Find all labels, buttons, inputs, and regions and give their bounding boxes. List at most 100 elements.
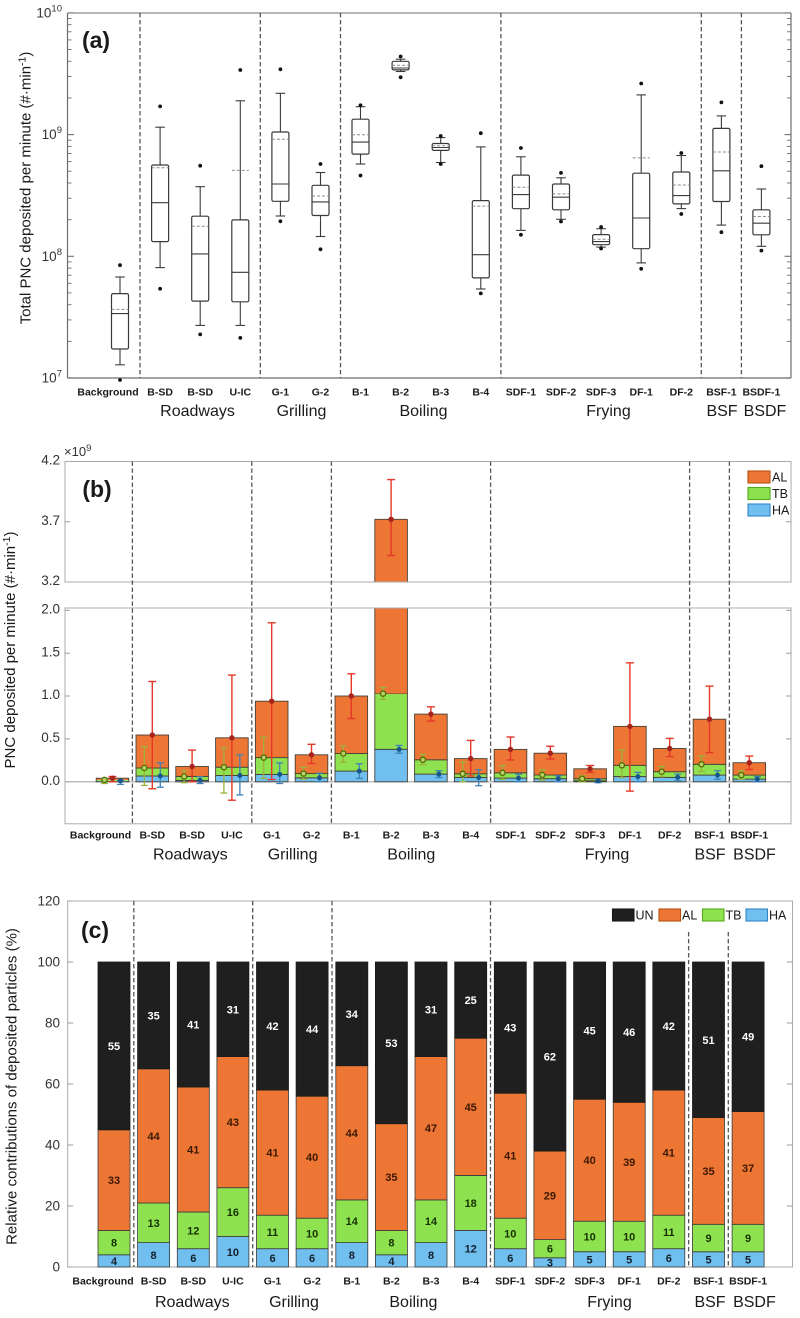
svg-text:Frying: Frying	[585, 847, 629, 864]
svg-text:BSF: BSF	[706, 403, 737, 420]
svg-text:31: 31	[227, 1004, 239, 1016]
svg-text:TB: TB	[726, 909, 742, 923]
svg-text:80: 80	[45, 1016, 60, 1031]
svg-text:UN: UN	[636, 909, 654, 923]
svg-text:25: 25	[465, 995, 477, 1007]
svg-text:AL: AL	[682, 909, 697, 923]
svg-text:20: 20	[45, 1199, 60, 1214]
svg-text:Roadways: Roadways	[160, 403, 235, 420]
svg-text:BSF: BSF	[694, 847, 725, 864]
svg-text:Boiling: Boiling	[387, 847, 435, 864]
svg-text:B-1: B-1	[352, 387, 369, 399]
svg-text:U-IC: U-IC	[222, 1276, 244, 1288]
svg-text:6: 6	[309, 1253, 315, 1265]
svg-text:B-2: B-2	[383, 1276, 400, 1288]
svg-text:29: 29	[544, 1190, 556, 1202]
svg-text:Boiling: Boiling	[399, 403, 447, 420]
svg-text:40: 40	[306, 1152, 318, 1164]
svg-text:SDF-3: SDF-3	[575, 830, 605, 842]
svg-text:44: 44	[346, 1128, 359, 1140]
svg-text:0.5: 0.5	[41, 730, 60, 745]
svg-text:DF-1: DF-1	[630, 387, 653, 399]
svg-text:Roadways: Roadways	[153, 847, 228, 864]
svg-text:51: 51	[702, 1035, 714, 1047]
svg-text:Frying: Frying	[587, 1294, 631, 1311]
svg-text:DF-2: DF-2	[657, 1276, 680, 1288]
svg-text:10: 10	[504, 1229, 516, 1241]
svg-text:B-SD: B-SD	[141, 1276, 167, 1288]
svg-text:40: 40	[583, 1155, 595, 1167]
svg-text:10: 10	[583, 1232, 595, 1244]
svg-text:8: 8	[151, 1250, 157, 1262]
svg-text:Frying: Frying	[586, 403, 630, 420]
svg-text:35: 35	[385, 1172, 397, 1184]
svg-text:B-3: B-3	[422, 830, 439, 842]
svg-text:G-2: G-2	[312, 387, 330, 399]
svg-text:G-1: G-1	[263, 830, 281, 842]
svg-text:1010: 1010	[36, 3, 62, 20]
svg-text:4.2: 4.2	[41, 453, 60, 468]
svg-text:SDF-1: SDF-1	[495, 830, 525, 842]
svg-text:BSDF-1: BSDF-1	[729, 1276, 767, 1288]
svg-text:Background: Background	[77, 387, 138, 399]
svg-text:13: 13	[147, 1218, 159, 1230]
svg-text:×109: ×109	[64, 443, 91, 459]
svg-text:DF-2: DF-2	[658, 830, 681, 842]
svg-text:AL: AL	[772, 471, 787, 485]
svg-text:6: 6	[666, 1253, 672, 1265]
svg-text:42: 42	[266, 1021, 278, 1033]
svg-text:SDF-2: SDF-2	[546, 387, 576, 399]
svg-text:Relative contributions of depo: Relative contributions of deposited part…	[4, 928, 21, 1245]
svg-text:2.0: 2.0	[41, 602, 60, 617]
svg-text:31: 31	[425, 1004, 437, 1016]
svg-text:6: 6	[269, 1253, 275, 1265]
svg-text:44: 44	[147, 1131, 160, 1143]
svg-text:B-4: B-4	[462, 830, 479, 842]
svg-text:41: 41	[187, 1020, 199, 1032]
svg-text:6: 6	[507, 1253, 513, 1265]
svg-text:B-SD: B-SD	[179, 830, 205, 842]
svg-text:G-2: G-2	[303, 1276, 321, 1288]
svg-text:BSF: BSF	[694, 1294, 725, 1311]
svg-text:33: 33	[108, 1175, 120, 1187]
svg-text:0.0: 0.0	[41, 773, 60, 788]
svg-text:8: 8	[428, 1250, 434, 1262]
svg-text:8: 8	[388, 1238, 394, 1250]
svg-text:B-2: B-2	[392, 387, 409, 399]
svg-text:41: 41	[187, 1145, 199, 1157]
svg-text:3: 3	[547, 1257, 553, 1269]
svg-text:41: 41	[663, 1148, 675, 1160]
svg-text:Background: Background	[72, 1276, 133, 1288]
svg-text:SDF-3: SDF-3	[586, 387, 616, 399]
svg-text:B-1: B-1	[343, 830, 360, 842]
svg-text:DF-1: DF-1	[618, 1276, 641, 1288]
svg-text:(b): (b)	[82, 476, 111, 502]
svg-text:SDF-3: SDF-3	[574, 1276, 604, 1288]
svg-text:14: 14	[425, 1216, 438, 1228]
svg-text:35: 35	[702, 1166, 714, 1178]
svg-text:3.2: 3.2	[41, 573, 60, 588]
svg-text:35: 35	[147, 1010, 159, 1022]
svg-text:53: 53	[385, 1038, 397, 1050]
svg-text:BSDF: BSDF	[744, 403, 787, 420]
svg-text:B-3: B-3	[432, 387, 449, 399]
svg-text:11: 11	[267, 1227, 279, 1239]
svg-text:(a): (a)	[82, 27, 110, 53]
svg-text:100: 100	[37, 955, 60, 970]
svg-text:41: 41	[266, 1148, 278, 1160]
svg-text:BSDF: BSDF	[733, 1294, 776, 1311]
svg-text:4: 4	[111, 1256, 118, 1268]
svg-text:SDF-2: SDF-2	[535, 1276, 565, 1288]
svg-text:BSF-1: BSF-1	[693, 1276, 723, 1288]
svg-text:Roadways: Roadways	[155, 1294, 230, 1311]
svg-text:55: 55	[108, 1041, 120, 1053]
svg-text:109: 109	[42, 125, 62, 142]
svg-text:9: 9	[705, 1233, 711, 1245]
svg-text:B-SD: B-SD	[187, 387, 213, 399]
svg-text:4: 4	[388, 1256, 395, 1268]
svg-text:40: 40	[45, 1138, 60, 1153]
svg-text:PNC deposited per minute (#·mi: PNC deposited per minute (#·min-1)	[1, 532, 19, 769]
svg-text:10: 10	[227, 1247, 239, 1259]
svg-text:11: 11	[663, 1227, 675, 1239]
svg-text:43: 43	[227, 1117, 239, 1129]
